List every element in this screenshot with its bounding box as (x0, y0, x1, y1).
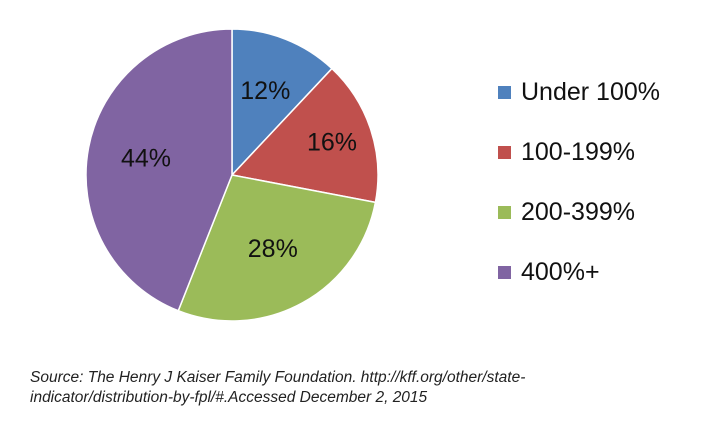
slice-label-4: 44% (121, 145, 171, 173)
pie-svg: 12% 16% 28% 44% (85, 28, 379, 322)
slice-label-2: 16% (307, 129, 357, 157)
legend-item-under-100: Under 100% (498, 62, 660, 122)
pie-slice-1 (231, 28, 334, 177)
legend-label-400-plus: 400%+ (521, 257, 600, 286)
legend-label-200-399: 200-399% (521, 197, 635, 226)
legend-swatch-under-100 (498, 85, 511, 99)
pie-chart: 12% 16% 28% 44% Under 100% 100-199% 200-399… (85, 28, 660, 322)
slice-label-3: 28% (248, 235, 298, 263)
slice-label-1: 12% (240, 77, 290, 105)
legend-swatch-400-plus (498, 265, 511, 279)
legend-item-200-399: 200-399% (498, 182, 660, 242)
legend-swatch-100-199 (498, 145, 511, 159)
pie-slice-2 (230, 67, 379, 204)
source-line-2: indicator/distribution-by-fpl/#.Accessed… (30, 389, 428, 406)
pie-slice-4 (85, 28, 233, 312)
legend-item-100-199: 100-199% (498, 122, 660, 182)
legend-item-400-plus: 400%+ (498, 242, 660, 302)
pie-slices (85, 28, 379, 322)
pie-slice-3 (177, 174, 377, 322)
legend-label-under-100: Under 100% (521, 77, 660, 106)
legend-label-100-199: 100-199% (521, 137, 635, 166)
legend: Under 100% 100-199% 200-399% 400%+ (498, 62, 660, 302)
source-line-1: Source: The Henry J Kaiser Family Founda… (30, 369, 526, 386)
pie-slice-labels: 12% 16% 28% 44% (121, 77, 357, 263)
source-note: Source: The Henry J Kaiser Family Founda… (30, 368, 690, 408)
legend-swatch-200-399 (498, 205, 511, 219)
